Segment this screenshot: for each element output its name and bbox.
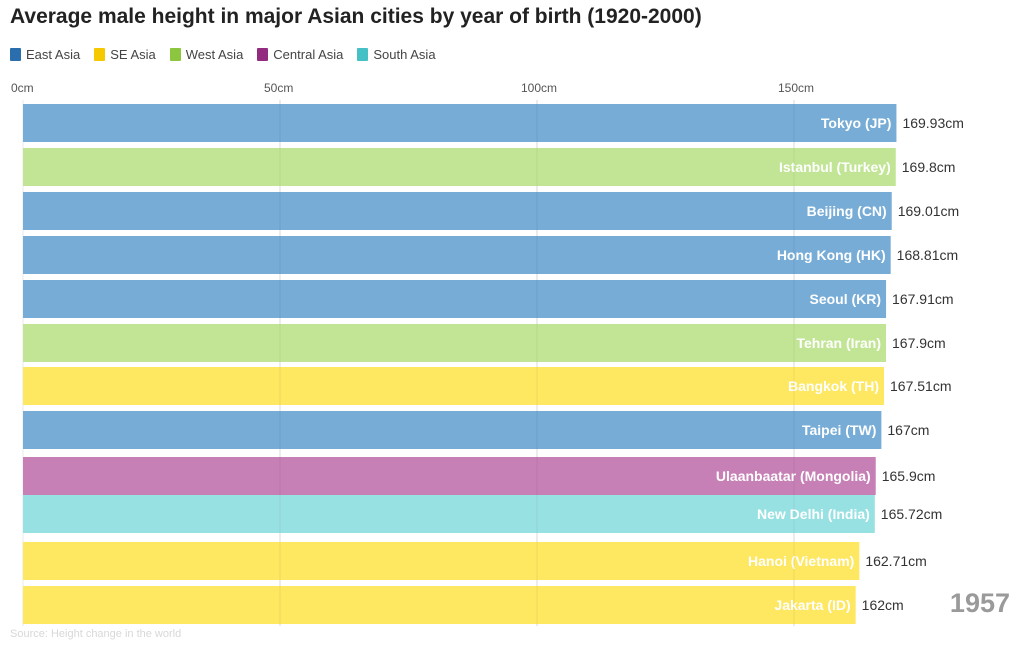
bar-value-label: 169.93cm	[902, 115, 963, 131]
bar-group: Bangkok (TH) 167.51cm	[23, 367, 951, 405]
bar-category-label: Tokyo (JP)	[821, 115, 892, 131]
bar-group: Hong Kong (HK) 168.81cm	[23, 236, 958, 274]
bar-category-label: Jakarta (ID)	[774, 597, 850, 613]
bar-value-label: 165.9cm	[882, 468, 936, 484]
bar	[23, 495, 875, 533]
bar	[23, 324, 887, 362]
x-tick-label: 50cm	[264, 81, 293, 95]
legend-item-south-asia[interactable]: South Asia	[357, 47, 436, 62]
bar-group: Beijing (CN) 169.01cm	[23, 192, 959, 230]
bar-value-label: 162.71cm	[865, 553, 926, 569]
bar-value-label: 169.8cm	[902, 159, 956, 175]
bar-category-label: Tehran (Iran)	[796, 335, 881, 351]
bar-value-label: 167.91cm	[892, 291, 953, 307]
legend-swatch	[257, 48, 269, 61]
legend: East Asia SE Asia West Asia Central Asia…	[10, 47, 436, 62]
bar-value-label: 167.51cm	[890, 378, 951, 394]
bar-group: New Delhi (India) 165.72cm	[23, 495, 942, 533]
bar-group: Hanoi (Vietnam) 162.71cm	[23, 542, 927, 580]
year-label: 1957	[949, 588, 1010, 618]
bar-category-label: Taipei (TW)	[802, 422, 876, 438]
bar-value-label: 167.9cm	[892, 335, 946, 351]
bar	[23, 457, 876, 495]
bar	[23, 280, 887, 318]
legend-item-east-asia[interactable]: East Asia	[10, 47, 80, 62]
bar	[23, 411, 882, 449]
bar-group: Istanbul (Turkey) 169.8cm	[23, 148, 955, 186]
bar-category-label: Ulaanbaatar (Mongolia)	[716, 468, 871, 484]
bar	[23, 148, 896, 186]
x-tick-label: 0cm	[11, 81, 34, 95]
legend-item-se-asia[interactable]: SE Asia	[94, 47, 156, 62]
source-note: Source: Height change in the world	[10, 628, 182, 640]
x-tick-label: 100cm	[521, 81, 557, 95]
bar-value-label: 168.81cm	[897, 247, 958, 263]
bar	[23, 104, 897, 142]
bar-category-label: New Delhi (India)	[757, 506, 870, 522]
bar-group: Tehran (Iran) 167.9cm	[23, 324, 946, 362]
bar-value-label: 167cm	[887, 422, 929, 438]
bar	[23, 236, 891, 274]
bar-group: Jakarta (ID) 162cm	[23, 586, 904, 624]
legend-label: East Asia	[26, 47, 81, 62]
bar-category-label: Beijing (CN)	[807, 203, 887, 219]
bar-value-label: 169.01cm	[898, 203, 959, 219]
legend-swatch	[169, 48, 181, 61]
legend-swatch	[94, 48, 106, 61]
bar-group: Ulaanbaatar (Mongolia) 165.9cm	[23, 457, 935, 495]
bar-group: Seoul (KR) 167.91cm	[23, 280, 954, 318]
bar	[23, 542, 860, 580]
x-tick-label: 150cm	[778, 81, 814, 95]
legend-item-west-asia[interactable]: West Asia	[169, 47, 244, 62]
bar-category-label: Seoul (KR)	[809, 291, 881, 307]
legend-label: Central Asia	[273, 47, 344, 62]
bar-value-label: 165.72cm	[881, 506, 942, 522]
bar-group: Tokyo (JP) 169.93cm	[23, 104, 964, 142]
bar-category-label: Istanbul (Turkey)	[779, 159, 891, 175]
bar-category-label: Hong Kong (HK)	[777, 247, 886, 263]
legend-item-central-asia[interactable]: Central Asia	[257, 47, 343, 62]
bar	[23, 367, 885, 405]
bar-group: Taipei (TW) 167cm	[23, 411, 929, 449]
legend-swatch	[357, 48, 369, 61]
legend-swatch	[10, 48, 21, 61]
bar-category-label: Hanoi (Vietnam)	[748, 553, 854, 569]
chart-title: Average male height in major Asian citie…	[10, 5, 702, 28]
bar-value-label: 162cm	[862, 597, 904, 613]
legend-label: South Asia	[373, 47, 436, 62]
legend-label: SE Asia	[110, 47, 156, 62]
legend-label: West Asia	[185, 47, 244, 62]
bar	[23, 586, 856, 624]
bar-category-label: Bangkok (TH)	[788, 378, 879, 394]
bar	[23, 192, 892, 230]
